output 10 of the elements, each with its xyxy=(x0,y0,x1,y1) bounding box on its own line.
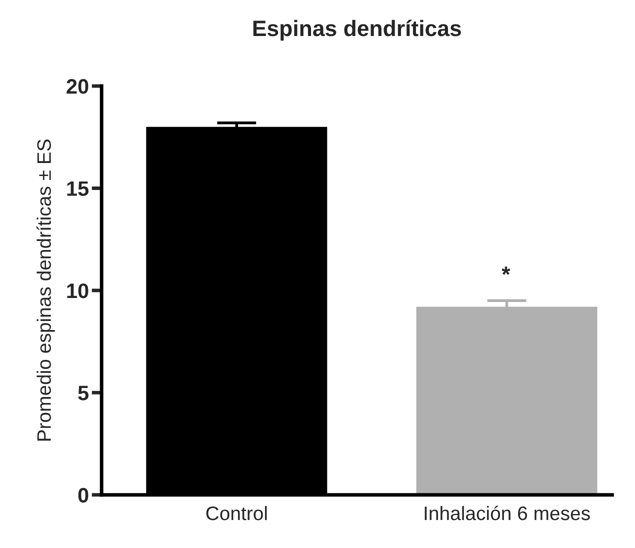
x-tick-label: Control xyxy=(206,506,267,520)
y-tick-label: 15 xyxy=(67,181,89,196)
x-tick-label: Inhalación 6 meses xyxy=(424,506,590,520)
y-tick-label: 20 xyxy=(66,79,88,94)
y-tick-label: 10 xyxy=(67,283,88,298)
y-tick-label: 0 xyxy=(78,488,88,503)
chart-title: Espinas dendríticas xyxy=(253,20,461,41)
y-axis-title: Promedio espinas dendríticas ± ES xyxy=(36,140,55,441)
annotation: * xyxy=(502,266,510,275)
y-tick-label: 5 xyxy=(78,386,89,400)
